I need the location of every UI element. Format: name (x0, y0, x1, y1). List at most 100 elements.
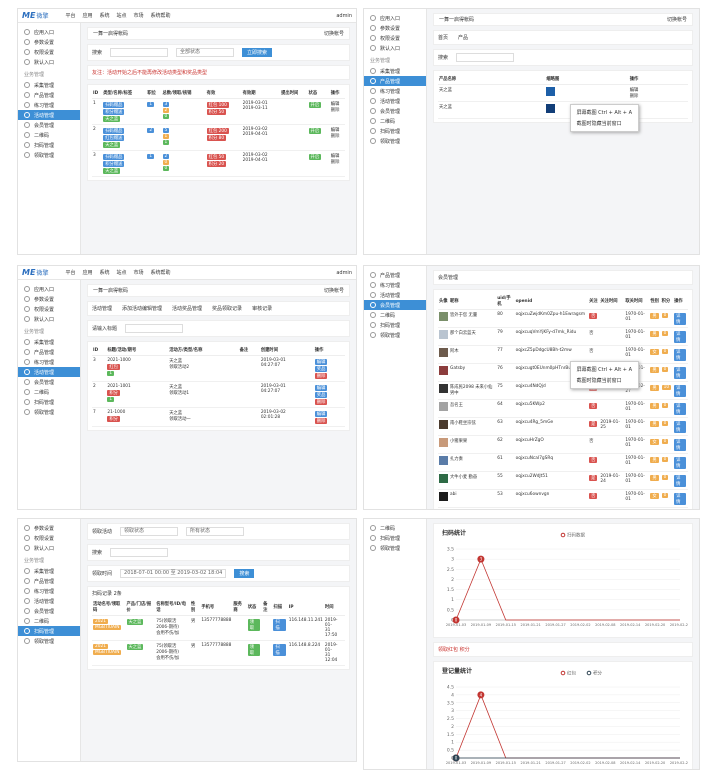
tab[interactable]: 活动管理 (92, 306, 113, 312)
sidebar-item[interactable]: 参数设置 (364, 23, 426, 33)
sidebar-item[interactable]: 二维码 (18, 130, 80, 140)
sidebar-item[interactable]: 活动管理 (18, 596, 80, 606)
button[interactable]: 立即搜索 (242, 48, 273, 57)
nav-link[interactable]: 应用 (82, 13, 93, 19)
sidebar-item[interactable]: 默认入口 (18, 314, 80, 324)
nav-link[interactable]: 系统 (99, 13, 110, 19)
sidebar-item[interactable]: 扫码管理 (364, 126, 426, 136)
sidebar-item[interactable]: 默认入口 (364, 43, 426, 53)
input[interactable] (110, 548, 169, 557)
switch-account[interactable]: 切换帐号 (323, 31, 344, 37)
y-tick-label: 2 (451, 577, 454, 583)
sidebar-item[interactable]: 参数设置 (18, 523, 80, 533)
sidebar-item[interactable]: 领取管理 (18, 407, 80, 417)
switch-account[interactable]: 切换帐号 (666, 17, 687, 23)
nav-link[interactable]: 系统 (99, 270, 110, 276)
input[interactable]: 所有状态 (186, 527, 245, 536)
menu-item[interactable]: 屏幕截图 Ctrl + Alt + A (576, 367, 632, 373)
sidebar-item[interactable]: 扫码管理 (364, 320, 426, 330)
button[interactable]: 搜索 (234, 569, 255, 578)
user-menu[interactable]: admin (336, 12, 352, 19)
sidebar-item[interactable]: 会员管理 (18, 377, 80, 387)
input[interactable]: 2018-07-01 00:00 至 2019-03-02 18:04 (120, 569, 227, 578)
sidebar-item[interactable]: 练习管理 (364, 280, 426, 290)
sidebar-item[interactable]: 活动管理 (18, 367, 80, 377)
sidebar-item[interactable]: 二维码 (364, 116, 426, 126)
sidebar-item[interactable]: 二维码 (18, 616, 80, 626)
sidebar-item[interactable]: 采集管理 (18, 80, 80, 90)
sidebar-item[interactable]: 参数设置 (18, 294, 80, 304)
sidebar-item[interactable]: 权限设置 (18, 47, 80, 57)
sidebar-item[interactable]: 扫码管理 (18, 140, 80, 150)
input[interactable]: 领取状态 (120, 527, 179, 536)
tab[interactable]: 奖品领取记录 (212, 306, 243, 312)
sidebar-item[interactable]: 采集管理 (18, 566, 80, 576)
sidebar-item[interactable]: 权限设置 (18, 304, 80, 314)
sidebar-item[interactable]: 练习管理 (364, 86, 426, 96)
sidebar-item[interactable]: 会员管理 (18, 120, 80, 130)
menu-item[interactable]: 截图时隐藏当前窗口 (576, 378, 622, 384)
input[interactable]: 全部状态 (176, 48, 235, 57)
sidebar-item[interactable]: 参数设置 (18, 37, 80, 47)
nav-link[interactable]: 系统帮助 (150, 13, 171, 19)
sidebar-item[interactable]: 采集管理 (364, 66, 426, 76)
sidebar-item[interactable]: 应用入口 (364, 13, 426, 23)
tab[interactable]: 添加活动编辑管理 (122, 306, 163, 312)
sidebar-item[interactable]: 二维码 (18, 387, 80, 397)
input[interactable] (456, 53, 515, 62)
tab[interactable]: 会员管理 (438, 275, 459, 281)
user-menu[interactable]: admin (336, 269, 352, 276)
nav-link[interactable]: 系统帮助 (150, 270, 171, 276)
sidebar-item[interactable]: 扫码管理 (18, 626, 80, 636)
sidebar-item[interactable]: 会员管理 (364, 300, 426, 310)
sidebar-item[interactable]: 产品管理 (364, 270, 426, 280)
tab[interactable]: 首页 (438, 35, 449, 41)
sidebar-item[interactable]: 活动管理 (364, 96, 426, 106)
sidebar-item[interactable]: 权限设置 (18, 533, 80, 543)
input[interactable] (125, 324, 184, 333)
sidebar-item[interactable]: 采集管理 (18, 337, 80, 347)
sidebar-item[interactable]: 产品管理 (18, 347, 80, 357)
sidebar-item[interactable]: 权限设置 (364, 33, 426, 43)
menu-item[interactable]: 截图时隐藏当前窗口 (576, 121, 622, 127)
sidebar-item[interactable]: 应用入口 (18, 284, 80, 294)
sidebar-item[interactable]: 练习管理 (18, 100, 80, 110)
sidebar-item[interactable]: 二维码 (364, 310, 426, 320)
sidebar-item[interactable]: 活动管理 (18, 110, 80, 120)
sidebar-item[interactable]: 会员管理 (18, 606, 80, 616)
sidebar-item[interactable]: 领取管理 (18, 636, 80, 646)
sidebar-item[interactable]: 扫码管理 (18, 397, 80, 407)
nav-link[interactable]: 平台 (65, 270, 76, 276)
nav-link[interactable]: 站点 (116, 13, 127, 19)
sidebar-item[interactable]: 二维码 (364, 523, 426, 533)
menu-item[interactable]: 屏幕截图 Ctrl + Alt + A (576, 110, 632, 116)
sidebar-item[interactable]: 应用入口 (18, 27, 80, 37)
nav-link[interactable]: 市场 (133, 13, 144, 19)
field-label: 搜索 (438, 55, 449, 61)
thumbnail (439, 420, 448, 429)
switch-account[interactable]: 切换帐号 (323, 288, 344, 294)
sidebar-item[interactable]: 产品管理 (18, 90, 80, 100)
tab[interactable]: 活动奖品管理 (172, 306, 203, 312)
sidebar-item[interactable]: 产品管理 (364, 76, 426, 86)
nav-link[interactable]: 站点 (116, 270, 127, 276)
sidebar-item[interactable]: 会员管理 (364, 106, 426, 116)
sidebar-item[interactable]: 默认入口 (18, 57, 80, 67)
icon (24, 568, 30, 574)
sidebar-item[interactable]: 领取管理 (364, 543, 426, 553)
sidebar-item[interactable]: 默认入口 (18, 543, 80, 553)
sidebar-item[interactable]: 练习管理 (18, 586, 80, 596)
tab[interactable]: 审核记录 (252, 306, 273, 312)
sidebar-item[interactable]: 领取管理 (364, 330, 426, 340)
sidebar-item[interactable]: 产品管理 (18, 576, 80, 586)
nav-link[interactable]: 市场 (133, 270, 144, 276)
tab[interactable]: 产品 (458, 35, 469, 41)
sidebar-item[interactable]: 领取管理 (18, 150, 80, 160)
nav-link[interactable]: 平台 (65, 13, 76, 19)
sidebar-item[interactable]: 练习管理 (18, 357, 80, 367)
nav-link[interactable]: 应用 (82, 270, 93, 276)
sidebar-item[interactable]: 活动管理 (364, 290, 426, 300)
input[interactable] (110, 48, 169, 57)
sidebar-item[interactable]: 领取管理 (364, 136, 426, 146)
sidebar-item[interactable]: 扫码管理 (364, 533, 426, 543)
